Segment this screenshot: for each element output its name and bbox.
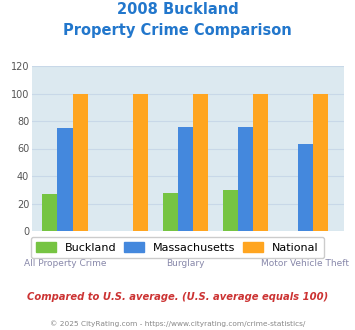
Legend: Buckland, Massachusetts, National: Buckland, Massachusetts, National: [31, 237, 324, 258]
Bar: [253, 93, 268, 231]
Text: 2008 Buckland: 2008 Buckland: [117, 2, 238, 16]
Text: Burglary: Burglary: [166, 259, 204, 268]
Text: © 2025 CityRating.com - https://www.cityrating.com/crime-statistics/: © 2025 CityRating.com - https://www.city…: [50, 321, 305, 327]
Bar: [72, 93, 88, 231]
Bar: [58, 128, 72, 231]
Bar: [238, 126, 253, 231]
Bar: [163, 192, 178, 231]
Bar: [193, 93, 208, 231]
Bar: [298, 145, 313, 231]
Text: Property Crime Comparison: Property Crime Comparison: [63, 23, 292, 38]
Text: Compared to U.S. average. (U.S. average equals 100): Compared to U.S. average. (U.S. average …: [27, 292, 328, 302]
Bar: [132, 93, 148, 231]
Text: All Property Crime: All Property Crime: [24, 259, 106, 268]
Text: Larceny & Theft: Larceny & Theft: [209, 245, 281, 254]
Text: Motor Vehicle Theft: Motor Vehicle Theft: [261, 259, 349, 268]
Bar: [43, 194, 58, 231]
Bar: [223, 190, 238, 231]
Bar: [313, 93, 328, 231]
Text: Arson: Arson: [112, 245, 138, 254]
Bar: [178, 126, 193, 231]
